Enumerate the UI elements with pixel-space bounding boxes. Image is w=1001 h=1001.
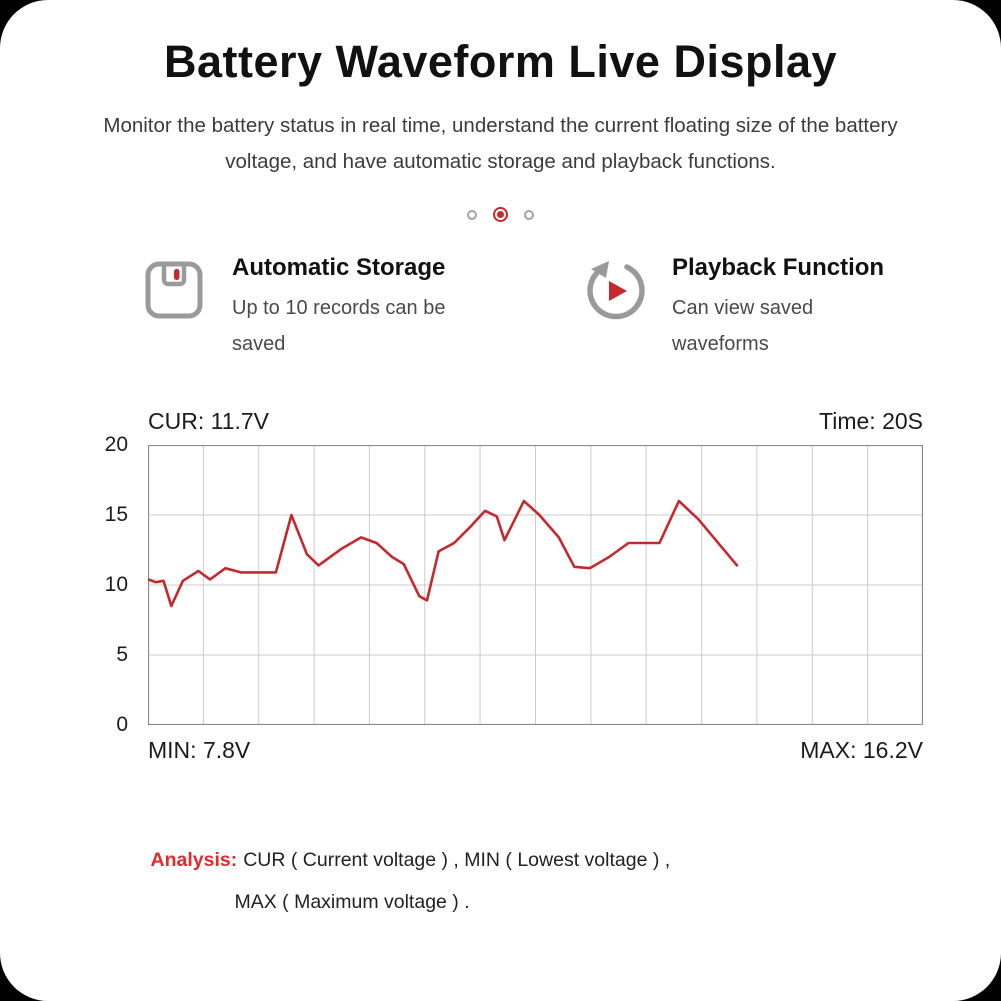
time-value-label: Time: 20S: [819, 407, 923, 434]
carousel-dot[interactable]: [524, 209, 534, 220]
y-tick-label: 10: [104, 572, 128, 596]
cur-value-label: CUR: 11.7V: [148, 407, 270, 434]
features-row: Automatic Storage Up to 10 records can b…: [0, 252, 1001, 362]
max-value-label: MAX: 16.2V: [800, 736, 923, 763]
analysis-text-line1: CUR ( Current voltage ) , MIN ( Lowest v…: [243, 848, 671, 871]
analysis-label: Analysis:: [150, 848, 238, 871]
carousel-dots: [0, 206, 1001, 224]
feature-description: Can view saved waveforms: [672, 296, 814, 355]
page-title: Battery Waveform Live Display: [163, 36, 838, 87]
feature-title: Automatic Storage: [232, 253, 446, 281]
analysis-note: Analysis: CUR ( Current voltage ) , MIN (…: [151, 846, 851, 918]
y-tick-label: 15: [104, 502, 128, 526]
y-axis-labels: 20 15 10 5 0: [92, 433, 138, 736]
feature-title: Playback Function: [672, 253, 885, 281]
carousel-dot[interactable]: [467, 209, 477, 220]
save-icon: [142, 258, 206, 322]
waveform-chart: 20 15 10 5 0: [105, 433, 923, 736]
chart-top-labels: CUR: 11.7V Time: 20S: [148, 408, 923, 435]
analysis-text-line2: MAX ( Maximum voltage ) .: [234, 891, 470, 913]
y-tick-label: 5: [116, 642, 128, 666]
carousel-dot-active[interactable]: [493, 207, 508, 223]
feature-playback-function: Playback Function Can view saved wavefor…: [582, 252, 884, 362]
feature-automatic-storage: Automatic Storage Up to 10 records can b…: [142, 252, 472, 362]
feature-text: Automatic Storage Up to 10 records can b…: [232, 252, 472, 362]
page-subtitle: Monitor the battery status in real time,…: [103, 114, 898, 173]
y-tick-label: 0: [116, 712, 128, 736]
waveform-plot: [148, 444, 923, 725]
chart-bottom-labels: MIN: 7.8V MAX: 16.2V: [148, 737, 923, 764]
replay-icon: [582, 258, 646, 322]
analysis-line1: Analysis: CUR ( Current voltage ) , MIN (…: [151, 846, 851, 875]
feature-description: Up to 10 records can be saved: [232, 296, 446, 355]
min-value-label: MIN: 7.8V: [148, 736, 251, 763]
waveform-panel: CUR: 11.7V Time: 20S 20 15 10 5 0 MIN: 7…: [105, 408, 923, 764]
y-tick-label: 20: [104, 432, 128, 456]
feature-text: Playback Function Can view saved wavefor…: [672, 252, 884, 362]
